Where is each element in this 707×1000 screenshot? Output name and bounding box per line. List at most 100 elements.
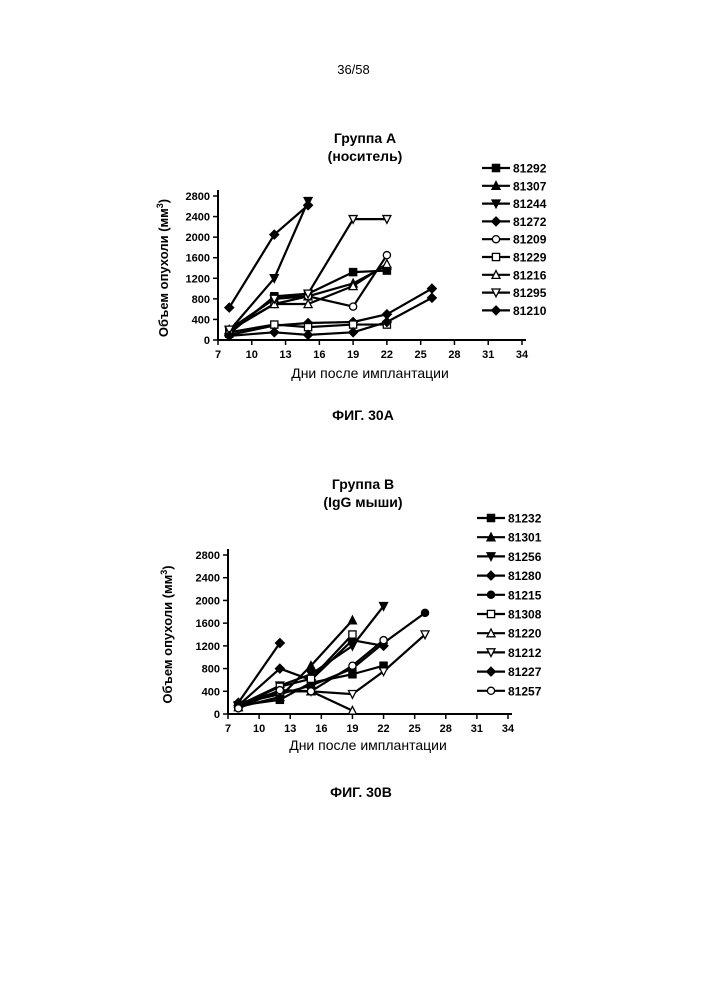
y-tick-label: 2000 <box>186 232 210 244</box>
y-tick-label: 1600 <box>196 618 220 630</box>
legend-label: 81295 <box>513 286 547 300</box>
legend-label: 81209 <box>513 233 547 247</box>
legend-marker <box>487 687 494 694</box>
x-tick-label: 13 <box>279 349 291 361</box>
legend-label: 81308 <box>508 608 542 622</box>
y-axis-label: Объем опухоли (мм3) <box>155 199 171 337</box>
y-tick-label: 2400 <box>186 212 210 224</box>
y-tick-label: 1600 <box>186 253 210 265</box>
x-tick-label: 7 <box>225 723 231 735</box>
legend-marker <box>492 217 501 226</box>
x-axis-label: Дни после имплантации <box>289 737 447 753</box>
data-point-81257 <box>307 688 314 695</box>
x-tick-label: 19 <box>346 723 358 735</box>
series-line-81301 <box>238 620 352 707</box>
x-tick-label: 28 <box>440 723 452 735</box>
series-line-81295 <box>229 219 387 330</box>
x-tick-label: 34 <box>502 723 515 735</box>
legend-label: 81292 <box>513 162 547 176</box>
data-point-81301 <box>348 616 356 624</box>
chart-group-a: Группа А (носитель) 0 400 800 1200 1600 2000 240… <box>155 130 547 423</box>
legend-marker <box>487 591 494 598</box>
legend-marker <box>492 164 499 171</box>
x-tick-label: 25 <box>415 349 427 361</box>
legend-label: 81229 <box>513 251 547 265</box>
y-axis-label-text: Объем опухоли (мм <box>160 575 175 704</box>
legend-label: 81272 <box>513 215 547 229</box>
legend-marker <box>487 514 494 521</box>
y-axis-label-close: ) <box>156 199 171 203</box>
data-point-81209 <box>383 252 390 259</box>
x-tick-label: 19 <box>347 349 359 361</box>
legend-label: 81216 <box>513 268 547 282</box>
legend-marker <box>487 667 496 676</box>
legend-marker <box>492 253 499 260</box>
legend-marker <box>487 571 496 580</box>
x-tick-label: 7 <box>215 349 221 361</box>
data-point-81215 <box>421 609 428 616</box>
chart-group-b: Группа B(IgG мыши)0400800120016002000240… <box>159 476 542 800</box>
y-tick-label: 1200 <box>196 641 220 653</box>
x-tick-label: 13 <box>284 723 296 735</box>
x-tick-label: 16 <box>313 349 325 361</box>
y-tick-label: 0 <box>204 335 210 347</box>
x-axis-label: Дни после имплантации <box>291 365 449 381</box>
y-tick-label: 800 <box>192 294 210 306</box>
x-tick-label: 31 <box>471 723 483 735</box>
x-tick-label: 10 <box>253 723 265 735</box>
y-axis-label-text: Объем опухоли (мм <box>156 208 171 337</box>
y-tick-label: 0 <box>214 709 220 721</box>
legend-label: 81257 <box>508 684 542 698</box>
y-tick-label: 2800 <box>186 191 210 203</box>
y-axis-label: Объем опухоли (мм3) <box>159 565 175 703</box>
figure-caption: ФИГ. 30B <box>330 784 392 800</box>
x-tick-label: 31 <box>482 349 494 361</box>
legend-marker <box>492 236 499 243</box>
series-line-81308 <box>238 635 352 706</box>
y-axis-label-close: ) <box>160 565 175 569</box>
series-line-unlabeled <box>229 298 432 336</box>
x-tick-label: 28 <box>448 349 460 361</box>
legend-label: 81212 <box>508 646 542 660</box>
y-tick-label: 2800 <box>196 550 220 562</box>
legend-label: 81307 <box>513 179 547 193</box>
y-tick-label: 400 <box>192 314 210 326</box>
chart-title: Группа B <box>332 476 394 492</box>
legend-label: 81210 <box>513 304 547 318</box>
legend-label: 81220 <box>508 627 542 641</box>
series-line-81244 <box>229 201 308 331</box>
series-line-81212 <box>238 635 425 706</box>
x-tick-label: 25 <box>409 723 421 735</box>
y-tick-label: 2000 <box>196 595 220 607</box>
figure-caption: ФИГ. 30А <box>332 407 394 423</box>
legend-label: 81301 <box>508 531 542 545</box>
data-point-unlabeled <box>349 328 358 337</box>
y-tick-label: 2400 <box>196 573 220 585</box>
legend-label: 81244 <box>513 197 547 211</box>
data-point-81292 <box>350 269 357 276</box>
x-tick-label: 22 <box>381 349 393 361</box>
chart-title: Группа А <box>334 130 396 146</box>
legend-label: 81215 <box>508 588 542 602</box>
chart-subtitle: (носитель) <box>328 148 403 164</box>
data-point-81257 <box>235 705 242 712</box>
data-point-81257 <box>380 637 387 644</box>
x-tick-label: 10 <box>246 349 258 361</box>
x-tick-label: 22 <box>377 723 389 735</box>
data-point-81257 <box>276 687 283 694</box>
y-tick-label: 1200 <box>186 273 210 285</box>
data-point-81209 <box>350 303 357 310</box>
legend-label: 81256 <box>508 550 542 564</box>
data-point-unlabeled <box>428 293 437 302</box>
legend-marker <box>492 306 501 315</box>
x-tick-label: 16 <box>315 723 327 735</box>
data-point-81308 <box>307 675 314 682</box>
x-tick-label: 34 <box>516 349 529 361</box>
data-point-81308 <box>349 631 356 638</box>
data-point-unlabeled <box>270 328 279 337</box>
data-point-81257 <box>349 662 356 669</box>
figure-canvas: Группа А (носитель) 0 400 800 1200 1600 2000 240… <box>0 0 707 1000</box>
y-tick-label: 400 <box>202 686 220 698</box>
legend-marker <box>487 610 494 617</box>
y-tick-label: 800 <box>202 664 220 676</box>
